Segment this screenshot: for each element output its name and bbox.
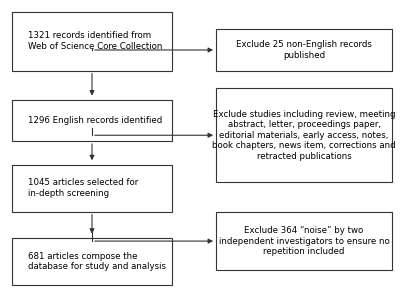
FancyBboxPatch shape — [12, 238, 172, 285]
FancyBboxPatch shape — [216, 29, 392, 71]
FancyBboxPatch shape — [12, 100, 172, 141]
Text: 1045 articles selected for
in-depth screening: 1045 articles selected for in-depth scre… — [28, 178, 138, 198]
FancyBboxPatch shape — [12, 12, 172, 71]
Text: 1296 English records identified: 1296 English records identified — [28, 116, 162, 125]
FancyBboxPatch shape — [216, 212, 392, 270]
Text: Exclude studies including review, meeting
abstract, letter, proceedings paper,
e: Exclude studies including review, meetin… — [212, 110, 396, 161]
Text: 681 articles compose the
database for study and analysis: 681 articles compose the database for st… — [28, 252, 166, 271]
Text: Exclude 364 “noise” by two
independent investigators to ensure no
repetition inc: Exclude 364 “noise” by two independent i… — [219, 226, 389, 256]
FancyBboxPatch shape — [12, 165, 172, 212]
Text: Exclude 25 non-English records
published: Exclude 25 non-English records published — [236, 40, 372, 60]
FancyBboxPatch shape — [216, 88, 392, 182]
Text: 1321 records identified from
Web of Science Core Collection: 1321 records identified from Web of Scie… — [28, 31, 162, 51]
